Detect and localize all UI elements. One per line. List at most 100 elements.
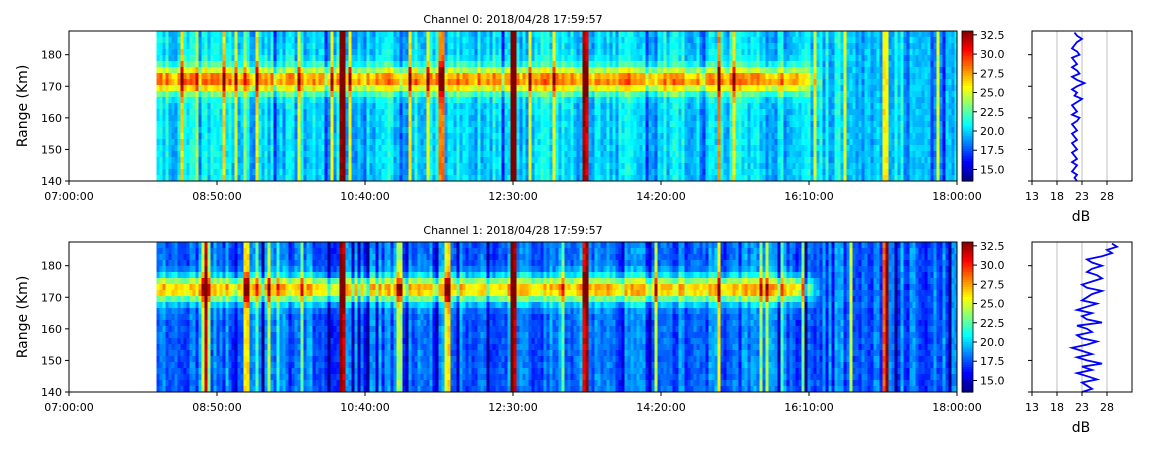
heatmap-cell [336,91,340,97]
heatmap-cell [231,91,235,97]
heatmap-cell [657,97,661,103]
heatmap-cell [603,121,607,127]
heatmap-cell [654,43,658,49]
heatmap-cell [300,109,304,115]
heatmap-cell [687,139,691,145]
heatmap-cell [516,121,520,127]
heatmap-cell [630,127,634,133]
heatmap-cell [225,37,229,43]
heatmap-cell [441,175,445,181]
heatmap-cell [540,151,544,157]
heatmap-cell [234,133,238,139]
heatmap-cell [672,103,676,109]
heatmap-cell [576,139,580,145]
heatmap-cell [423,157,427,163]
heatmap-cell [162,109,166,115]
heatmap-cell [519,175,523,181]
heatmap-cell [393,37,397,43]
heatmap-cell [528,121,532,127]
heatmap-cell [384,127,388,133]
heatmap-cell [708,43,712,49]
heatmap-cell [447,85,451,91]
heatmap-cell [366,157,370,163]
heatmap-cell [597,73,601,79]
heatmap-cell [303,79,307,85]
heatmap-cell [672,55,676,61]
heatmap-cell [753,73,757,79]
heatmap-cell [624,139,628,145]
heatmap-cell [459,91,463,97]
heatmap-cell [381,139,385,145]
heatmap-cell [453,97,457,103]
heatmap-cell [558,37,562,43]
heatmap-cell [681,61,685,67]
heatmap-cell [417,157,421,163]
heatmap-cell [333,91,337,97]
heatmap-cell [621,163,625,169]
heatmap-cell [156,151,160,157]
heatmap-cell [579,55,583,61]
heatmap-cell [648,169,652,175]
heatmap-cell [750,97,754,103]
heatmap-cell [429,127,433,133]
heatmap-cell [696,85,700,91]
heatmap-cell [540,145,544,151]
heatmap-cell [327,55,331,61]
heatmap-cell [180,43,184,49]
heatmap-cell [207,31,211,37]
heatmap-cell [687,121,691,127]
heatmap-cell [393,163,397,169]
heatmap-cell [690,157,694,163]
heatmap-cell [621,175,625,181]
heatmap-cell [270,73,274,79]
heatmap-cell [693,121,697,127]
heatmap-cell [186,139,190,145]
heatmap-cell [564,85,568,91]
heatmap-cell [735,91,739,97]
heatmap-cell [654,115,658,121]
heatmap-cell [243,133,247,139]
heatmap-cell [390,133,394,139]
heatmap-cell [162,133,166,139]
heatmap-cell [543,97,547,103]
heatmap-cell [192,79,196,85]
heatmap-cell [267,115,271,121]
heatmap-cell [321,103,325,109]
heatmap-cell [210,151,214,157]
heatmap-cell [609,97,613,103]
heatmap-cell [228,145,232,151]
heatmap-cell [183,31,187,37]
heatmap-cell [273,133,277,139]
heatmap-cell [552,139,556,145]
heatmap-cell [606,79,610,85]
heatmap-cell [429,169,433,175]
heatmap-cell [537,145,541,151]
heatmap-cell [351,43,355,49]
heatmap-cell [216,133,220,139]
heatmap-cell [219,163,223,169]
heatmap-cell [450,49,454,55]
heatmap-cell [207,91,211,97]
heatmap-cell [714,145,718,151]
heatmap-cell [186,163,190,169]
heatmap-cell [201,163,205,169]
heatmap-cell [651,97,655,103]
heatmap-cell [315,169,319,175]
heatmap-cell [255,55,259,61]
heatmap-cell [474,115,478,121]
heatmap-cell [372,121,376,127]
heatmap-cell [645,37,649,43]
heatmap-cell [711,67,715,73]
heatmap-cell [399,67,403,73]
heatmap-cell [735,31,739,37]
heatmap-cell [378,79,382,85]
heatmap-cell [222,139,226,145]
heatmap-cell [414,133,418,139]
heatmap-cell [717,127,721,133]
heatmap-cell [573,91,577,97]
heatmap-cell [156,31,160,37]
heatmap-cell [321,145,325,151]
heatmap-cell [738,115,742,121]
heatmap-cell [546,61,550,67]
heatmap-cell [267,163,271,169]
